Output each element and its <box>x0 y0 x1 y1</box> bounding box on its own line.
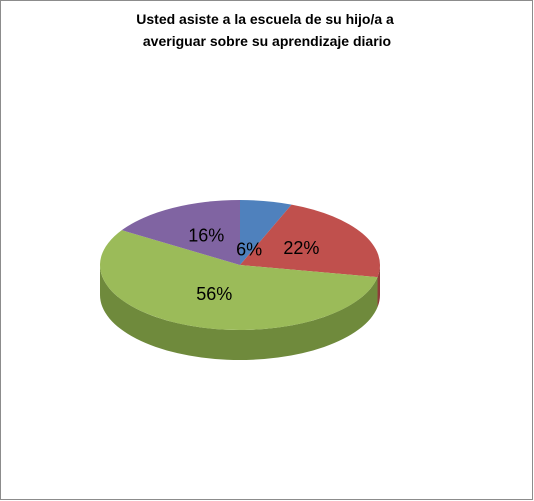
data-label: 56% <box>196 284 232 304</box>
pie-slice <box>240 200 292 265</box>
chart-title: Usted asiste a la escuela de su hijo/a a… <box>136 11 397 49</box>
title-line: averiguar sobre su aprendizaje diario <box>143 33 391 49</box>
data-label: 16% <box>188 225 224 245</box>
title-line: Usted asiste a la escuela de su hijo/a a <box>136 11 394 27</box>
pie-side <box>100 265 378 360</box>
pie-slice <box>121 200 240 265</box>
pie-slice <box>99 230 378 331</box>
pie-slice <box>240 204 380 278</box>
data-label: 22% <box>283 238 319 258</box>
pie-side <box>377 265 380 308</box>
data-label: 6% <box>236 239 262 259</box>
